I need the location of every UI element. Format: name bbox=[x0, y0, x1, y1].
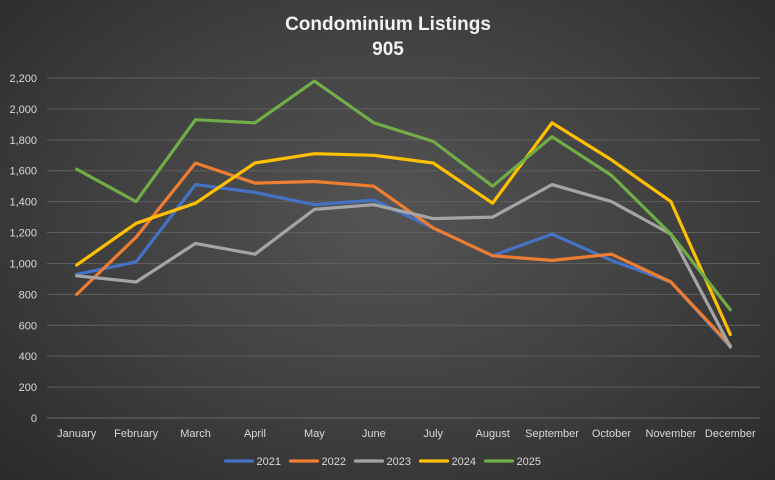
y-tick-label: 1,200 bbox=[9, 228, 37, 240]
legend: 2021 2022 2023 2024 2025 bbox=[223, 456, 541, 468]
series-line-2025 bbox=[75, 79, 732, 312]
series-line-2021 bbox=[75, 183, 732, 349]
x-tick-label: September bbox=[525, 428, 579, 440]
series-lines bbox=[75, 79, 732, 349]
gridlines bbox=[47, 77, 760, 419]
x-axis-ticks: January February March April May June July Augu… bbox=[57, 428, 756, 440]
x-tick-label: June bbox=[362, 428, 386, 440]
x-tick-label: March bbox=[180, 428, 211, 440]
chart-subtitle: 905 bbox=[372, 39, 404, 60]
y-tick-label: 400 bbox=[19, 351, 37, 363]
series-line-2022 bbox=[75, 161, 732, 347]
y-tick-label: 1,600 bbox=[9, 166, 37, 178]
y-tick-label: 2,000 bbox=[9, 104, 37, 116]
x-tick-label: July bbox=[423, 428, 443, 440]
series-line-2023 bbox=[75, 183, 732, 349]
y-tick-label: 200 bbox=[19, 382, 37, 394]
legend-label-2024: 2024 bbox=[452, 456, 476, 468]
y-tick-label: 1,800 bbox=[9, 135, 37, 147]
legend-label-2021: 2021 bbox=[257, 456, 281, 468]
x-tick-label: August bbox=[476, 428, 510, 440]
x-tick-label: November bbox=[646, 428, 697, 440]
legend-label-2022: 2022 bbox=[322, 456, 346, 468]
series-line-2024 bbox=[75, 121, 732, 337]
legend-label-2023: 2023 bbox=[387, 456, 411, 468]
legend-label-2025: 2025 bbox=[517, 456, 541, 468]
chart-title: Condominium Listings bbox=[285, 14, 491, 35]
x-tick-label: April bbox=[244, 428, 266, 440]
x-tick-label: December bbox=[705, 428, 756, 440]
y-tick-label: 0 bbox=[31, 413, 37, 425]
y-tick-label: 1,000 bbox=[9, 258, 37, 270]
y-tick-label: 1,400 bbox=[9, 197, 37, 209]
x-tick-label: October bbox=[592, 428, 631, 440]
x-tick-label: May bbox=[304, 428, 325, 440]
x-tick-label: January bbox=[57, 428, 97, 440]
y-tick-label: 800 bbox=[19, 289, 37, 301]
y-tick-label: 600 bbox=[19, 320, 37, 332]
y-axis-ticks: 0 200 400 600 800 1,000 1,200 1,400 1,600 1,800 2,… bbox=[9, 73, 37, 425]
y-tick-label: 2,200 bbox=[9, 73, 37, 85]
x-tick-label: February bbox=[114, 428, 159, 440]
